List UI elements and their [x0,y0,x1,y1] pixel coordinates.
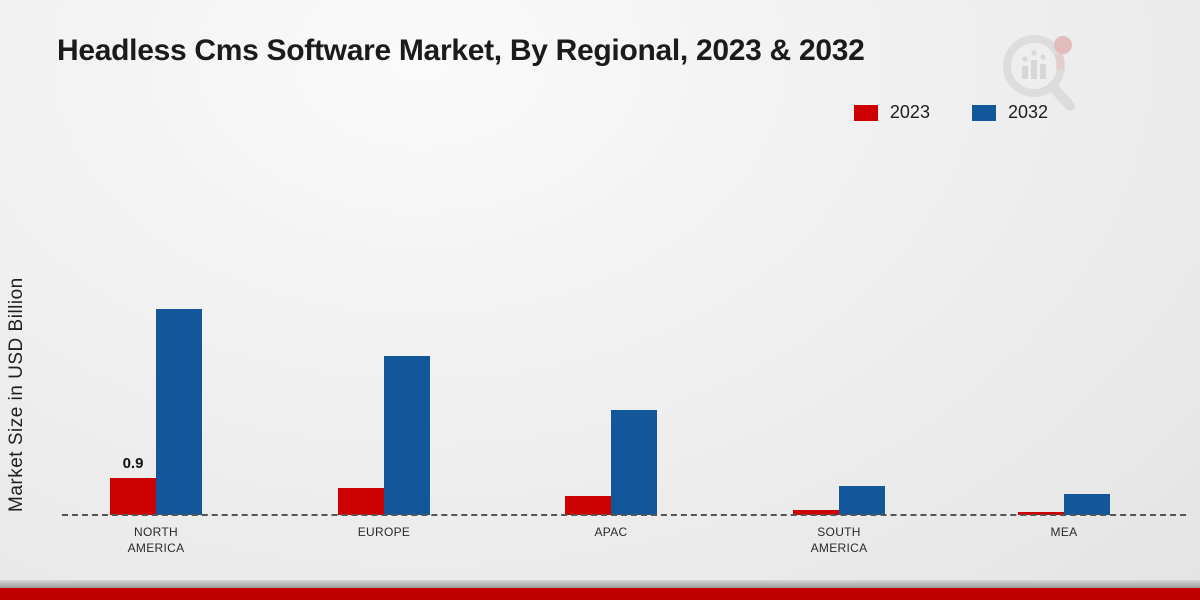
x-axis-category-label: APAC [594,525,628,539]
legend-swatch-2032 [971,104,996,121]
bar-2023-mea [1018,512,1064,515]
brand-logo [996,30,1080,119]
bar-2023-europe [338,488,384,515]
bar-2032-south-america [839,486,885,515]
bar-2032-europe [384,356,430,515]
bar-value-label: 0.9 [122,455,144,472]
legend-label-2032: 2032 [1007,102,1048,122]
legend-swatch-2023 [853,104,878,121]
x-axis-category-label: MEA [1050,525,1078,539]
bar-2023-apac [565,496,611,515]
footer-gradient-strip [0,580,1200,588]
x-axis-category-label: NORTH AMERICA [127,525,185,556]
magnifier-chart-logo-icon [1003,35,1075,111]
x-axis-baseline [62,514,1186,516]
legend-label-2023: 2023 [889,102,930,122]
chart-title: Headless Cms Software Market, By Regiona… [57,34,865,67]
x-axis-category-label: SOUTH AMERICA [810,525,868,556]
bar-2032-north-america [156,309,202,515]
legend-item-2032: 2032 [971,102,1048,123]
bar-2023-north-america [110,478,156,515]
plot-area: 0.9 [110,309,1110,515]
legend-item-2023: 2023 [853,102,930,123]
chart-legend: 2023 2032 [853,102,1048,123]
footer-accent-bar [0,588,1200,600]
bar-2023-south-america [793,510,839,515]
bar-2032-apac [611,410,657,515]
x-axis-category-label: EUROPE [357,525,411,539]
bar-2032-mea [1064,494,1110,515]
